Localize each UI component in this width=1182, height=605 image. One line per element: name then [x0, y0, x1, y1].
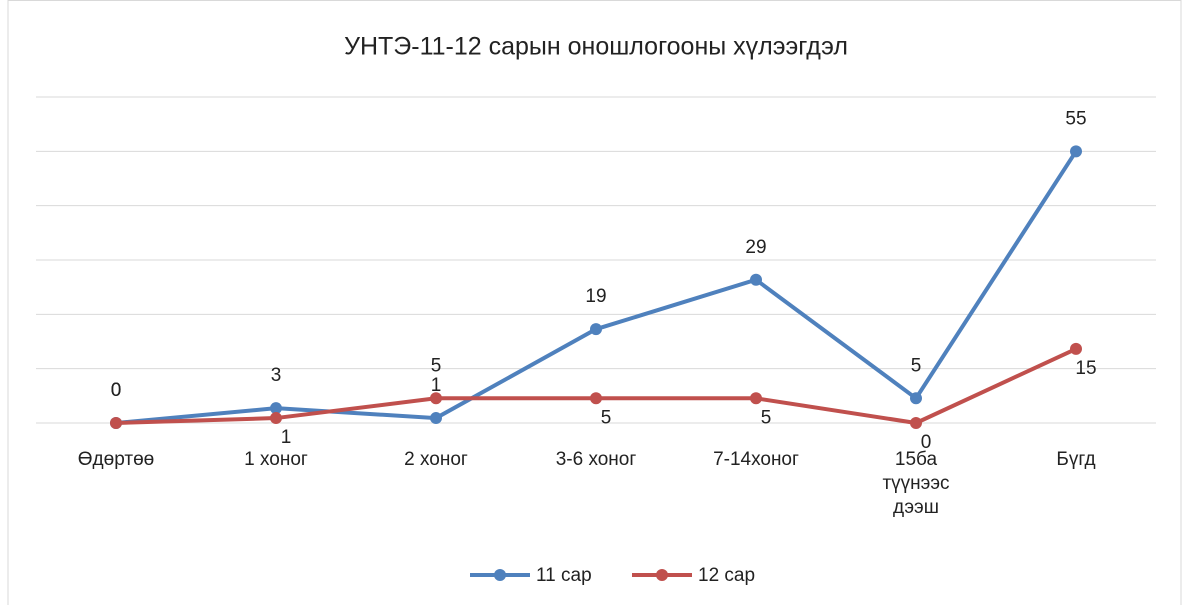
- data-point: [590, 392, 602, 405]
- data-point: [270, 412, 282, 425]
- data-point: [750, 392, 762, 405]
- legend-marker: [656, 569, 668, 581]
- data-label: 1: [431, 375, 442, 396]
- data-point: [430, 392, 442, 405]
- data-point: [910, 392, 922, 405]
- data-label: 0: [111, 380, 122, 401]
- data-label: 5: [911, 355, 922, 376]
- data-point: [750, 273, 762, 286]
- data-label: 5: [601, 407, 612, 428]
- data-point: [1070, 342, 1082, 355]
- legend-label: 12 сар: [698, 565, 755, 586]
- chart-border: [7, 0, 1182, 605]
- data-label: 5: [761, 407, 772, 428]
- x-tick-label: 15ба түүнээс дээш: [882, 449, 950, 518]
- data-label: 0: [921, 432, 932, 453]
- series-line: [115, 347, 1077, 426]
- data-label: 29: [745, 237, 766, 258]
- data-point: [430, 412, 442, 425]
- data-label: 55: [1065, 108, 1086, 129]
- data-point: [1070, 145, 1082, 158]
- data-label: 19: [585, 286, 606, 307]
- data-point: [910, 417, 922, 429]
- data-point: [110, 417, 122, 429]
- data-label: 15: [1075, 358, 1096, 379]
- x-tick-label: Өдөртөө: [77, 449, 155, 470]
- legend-marker: [494, 569, 506, 581]
- x-tick-label: Бүгд: [1056, 449, 1096, 470]
- x-tick-label: 3-6 хоног: [555, 449, 637, 470]
- data-label: 3: [271, 365, 282, 386]
- x-tick-label: 1 хоног: [244, 449, 308, 470]
- data-point: [270, 402, 282, 415]
- legend-label: 11 сар: [536, 565, 592, 586]
- x-tick-label: 2 хоног: [404, 449, 468, 470]
- x-tick-label: 7-14хоног: [713, 449, 799, 470]
- data-point: [590, 323, 602, 336]
- data-label: 5: [431, 355, 442, 376]
- data-label: 0: [111, 380, 122, 401]
- data-label: 1: [281, 427, 292, 448]
- chart-title: УНТЭ-11-12 сарын оношлогооны хүлээгдэл: [344, 33, 848, 61]
